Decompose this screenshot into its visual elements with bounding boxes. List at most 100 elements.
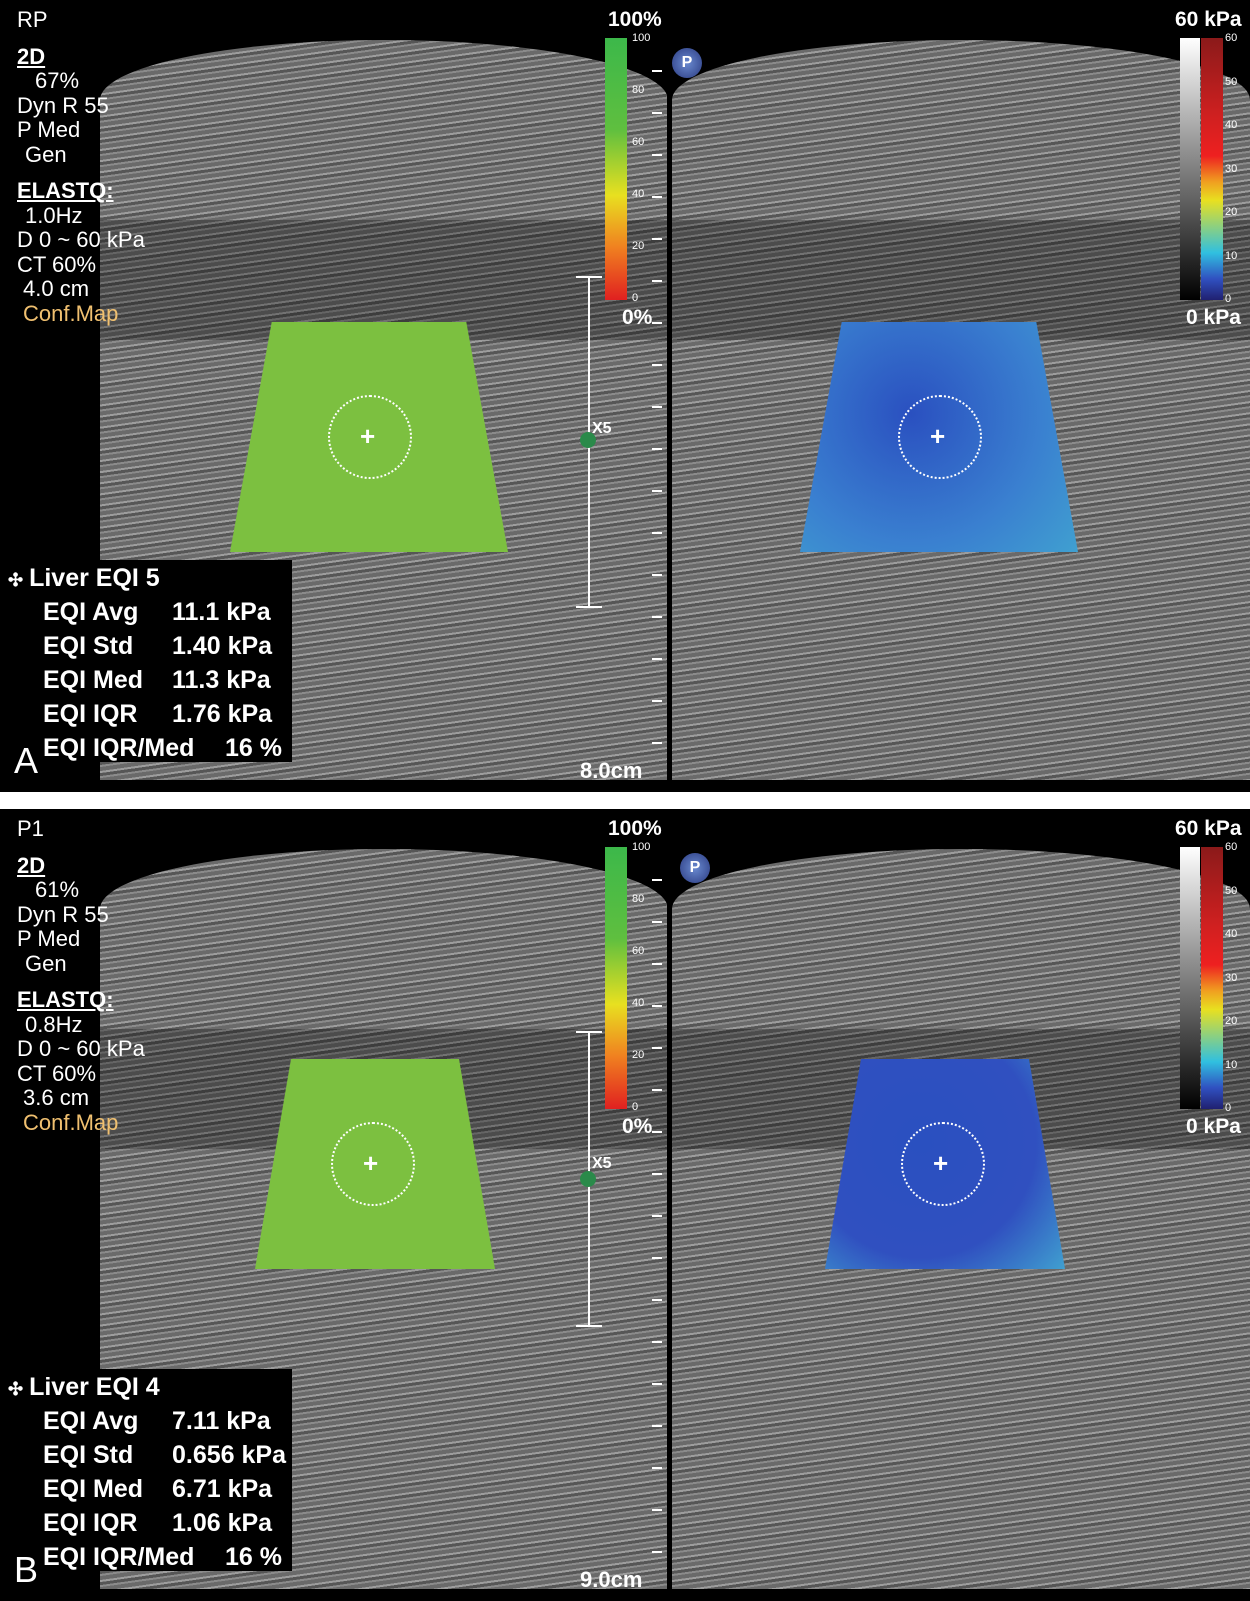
probe-mode: P1	[17, 816, 44, 841]
depth-scale-tick	[652, 322, 662, 324]
eqi-results-box: ✣ Liver EQI 4 EQI Avg 7.11 kPa EQI Std 0.656 …	[0, 1369, 292, 1571]
confidence-threshold: CT 60%	[17, 251, 97, 277]
crosshair-icon: +	[930, 421, 946, 451]
depth-label: 9.0cm	[580, 1567, 643, 1592]
conf-map-label: Conf.Map	[23, 1109, 119, 1135]
elasticity-bottom-label: 0 kPa	[1186, 306, 1241, 329]
depth-scale-tick	[652, 574, 662, 576]
confidence-tick: 0	[632, 1101, 639, 1113]
elasticity-bottom-label: 0 kPa	[1186, 1115, 1241, 1138]
mode-2d: 2D	[17, 43, 46, 69]
depth-scale-tick	[652, 238, 662, 240]
caliper-bottom	[576, 1325, 602, 1327]
eqi-results-box: ✣ Liver EQI 5 EQI Avg 11.1 kPa EQI Std 1.40 k…	[0, 560, 292, 762]
stat-value: 16 %	[225, 1543, 282, 1571]
elasticity-tick: 20	[1225, 1015, 1238, 1027]
stat-value: 16 %	[225, 734, 282, 762]
elasticity-top-label: 60 kPa	[1175, 817, 1242, 840]
push-frequency: 1.0Hz	[25, 202, 83, 228]
stat-label: EQI IQR	[43, 700, 138, 728]
depth-scale-tick	[652, 532, 662, 534]
push-frequency: 0.8Hz	[25, 1011, 83, 1037]
measurement-title-text: Liver EQI 5	[29, 564, 160, 592]
confidence-tick: 60	[632, 945, 645, 957]
stat-value: 0.656 kPa	[172, 1441, 286, 1469]
depth-scale-tick	[652, 1131, 662, 1133]
dynamic-range: Dyn R 55	[17, 92, 109, 118]
depth-label: 8.0cm	[580, 758, 643, 783]
depth-scale-tick	[652, 1047, 662, 1049]
elasticity-colorbar	[1201, 38, 1223, 300]
spacer	[17, 842, 145, 854]
crosshair-icon: ✣	[8, 570, 24, 590]
parameter-readout: P1 2D 61% Dyn R 55 P Med Gen ELASTQ: 0.8Hz D 0 ~…	[17, 816, 145, 1135]
confidence-tick: 80	[632, 84, 645, 96]
elasticity-tick: 0	[1225, 293, 1232, 305]
zoom-factor: X5	[592, 1155, 612, 1172]
caliper-top	[576, 1031, 602, 1033]
depth-scale-tick	[652, 658, 662, 660]
ultrasound-panel-a: + + RP 2D 67% Dyn R 55 P Med Gen ELASTQ: 1.0Hz D 0…	[0, 0, 1250, 792]
caliper-top	[576, 276, 602, 278]
elasticity-tick: 40	[1225, 928, 1238, 940]
focus-marker	[580, 432, 596, 448]
panel-letter: A	[14, 740, 39, 781]
ultrasound-panel-b: + + P1 2D 61% Dyn R 55 P Med Gen ELASTQ: 0.8Hz D 0…	[0, 809, 1250, 1601]
roi-depth: 3.6 cm	[23, 1085, 90, 1110]
conf-map-label: Conf.Map	[23, 300, 119, 326]
stat-value: 11.1 kPa	[172, 598, 271, 626]
stat-label: EQI IQR	[43, 1509, 138, 1537]
depth-scale-tick	[652, 448, 662, 450]
panel-divider	[667, 809, 671, 1601]
measurement-circle	[898, 395, 982, 479]
zoom-factor: X5	[592, 420, 612, 437]
confidence-top-label: 100%	[608, 817, 662, 840]
probe-mode: RP	[17, 7, 48, 32]
confidence-bottom-label: 0%	[622, 306, 653, 329]
confidence-tick: 100	[632, 32, 651, 44]
stat-label: EQI Med	[43, 666, 144, 694]
depth-scale-tick	[652, 700, 662, 702]
depth-scale-tick	[652, 196, 662, 198]
gain-value: 67%	[35, 68, 80, 93]
stat-value: 1.06 kPa	[172, 1509, 273, 1537]
elasticity-tick: 50	[1225, 75, 1238, 88]
depth-scale-tick	[652, 1005, 662, 1007]
parameter-readout: RP 2D 67% Dyn R 55 P Med Gen ELASTQ: 1.0Hz D 0 ~…	[17, 7, 145, 326]
confidence-tick: 20	[632, 1049, 645, 1061]
confidence-colorbar	[605, 38, 627, 300]
elasticity-tick: 60	[1225, 32, 1238, 44]
elasticity-top-label: 60 kPa	[1175, 8, 1242, 31]
measurement-title: ✣ Liver EQI 4	[8, 1373, 160, 1402]
depth-scale-tick	[652, 1551, 662, 1553]
roi-depth: 4.0 cm	[23, 276, 90, 301]
panel-divider	[667, 0, 671, 792]
confidence-tick: 80	[632, 893, 645, 905]
grayscale-bar	[1180, 847, 1200, 1109]
probe-badge-icon: P	[680, 853, 710, 883]
measurement-circle	[328, 395, 412, 479]
focus-marker	[580, 1171, 596, 1187]
elasticity-tick: 50	[1225, 884, 1238, 897]
measurement-title-text: Liver EQI 4	[29, 1373, 160, 1401]
elasticity-tick: 20	[1225, 206, 1238, 218]
depth-scale-tick	[652, 921, 662, 923]
confidence-tick: 60	[632, 136, 645, 148]
gain-value: 61%	[35, 877, 80, 902]
probe-badge-icon: P	[672, 48, 702, 78]
crosshair-icon: +	[933, 1148, 949, 1178]
elasticity-tick: 10	[1225, 1058, 1238, 1071]
crosshair-icon: +	[360, 421, 376, 451]
elasticity-tick: 60	[1225, 841, 1238, 853]
stat-value: 1.76 kPa	[172, 700, 273, 728]
depth-scale-tick	[652, 1257, 662, 1259]
stat-label: EQI Avg	[43, 598, 139, 626]
stat-label: EQI Avg	[43, 1407, 139, 1435]
crosshair-icon: +	[363, 1148, 379, 1178]
stat-label: EQI Std	[43, 632, 134, 660]
depth-scale-tick	[652, 280, 662, 282]
frequency-mode: Gen	[25, 141, 67, 167]
stat-value: 7.11 kPa	[172, 1407, 271, 1435]
power: P Med	[17, 117, 81, 142]
measurement-title: ✣ Liver EQI 5	[8, 564, 160, 593]
